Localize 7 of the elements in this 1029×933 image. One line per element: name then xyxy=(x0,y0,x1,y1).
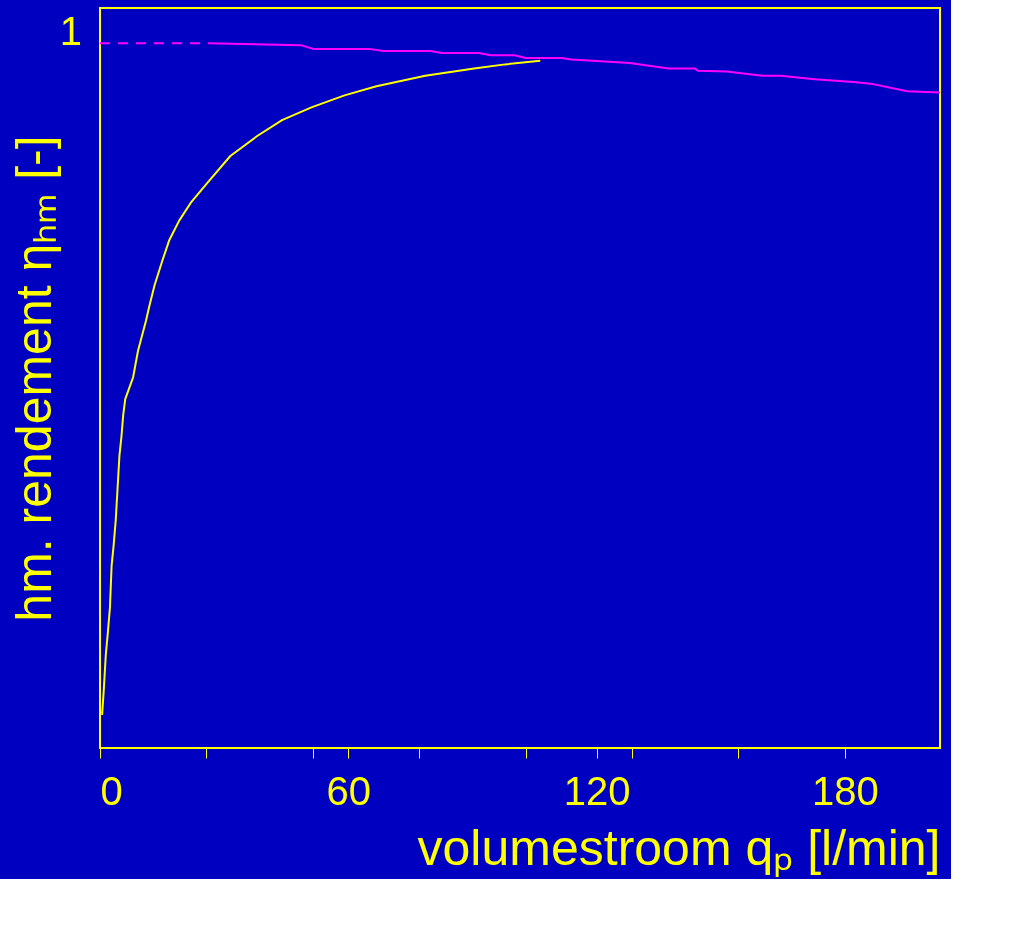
x-tick-label: 120 xyxy=(563,768,631,813)
x-tick-label: 180 xyxy=(811,768,879,813)
text: 1 xyxy=(59,9,82,53)
x-tick-label: 0 xyxy=(100,768,123,813)
y-axis-title: hm. rendement ηₕₘ [-] xyxy=(5,135,62,622)
x-tick-label: 60 xyxy=(326,768,372,813)
x-axis-title: volumestroom qₚ [l/min] xyxy=(417,819,941,877)
